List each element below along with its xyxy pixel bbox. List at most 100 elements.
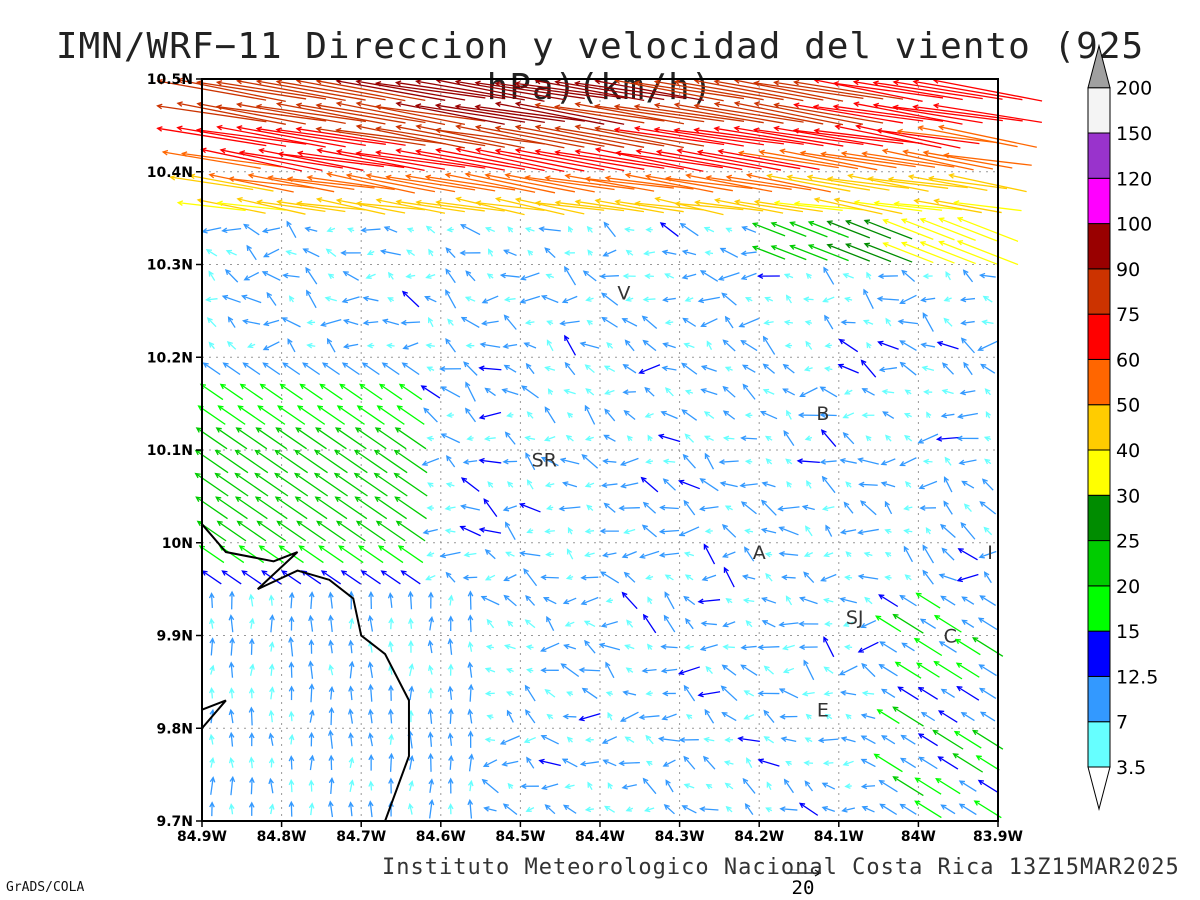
wind-arrow-shaft: [605, 662, 615, 679]
wind-arrow-shaft: [880, 803, 898, 816]
wind-arrow: [408, 663, 415, 677]
wind-arrow: [654, 196, 724, 216]
wind-arrow-shaft: [290, 756, 293, 770]
wind-arrow-head: [424, 295, 431, 302]
wind-arrow: [302, 362, 321, 376]
wind-arrow-head: [600, 622, 608, 628]
wind-arrow: [545, 504, 554, 511]
wind-arrow: [584, 639, 596, 654]
wind-arrow-shaft: [725, 316, 734, 329]
wind-arrow: [305, 266, 318, 285]
wind-arrow-head: [445, 247, 452, 254]
wind-arrow-head: [641, 524, 648, 531]
wind-arrow-head: [579, 341, 586, 348]
wind-arrow-head: [940, 688, 947, 695]
wind-arrow: [406, 227, 415, 233]
wind-arrow: [373, 449, 408, 474]
colorbar-label: 75: [1116, 304, 1140, 326]
wind-arrow: [194, 449, 229, 474]
wind-arrow-head: [664, 273, 671, 279]
wind-arrow-shaft: [786, 295, 792, 304]
wind-arrow: [546, 713, 554, 720]
wind-arrow: [920, 711, 936, 722]
wind-arrow-head: [824, 621, 831, 627]
wind-arrow: [721, 712, 737, 722]
wind-arrow-head: [872, 80, 879, 87]
wind-arrow-head: [786, 481, 792, 488]
wind-arrow-head: [333, 472, 341, 479]
wind-arrow: [674, 200, 744, 211]
wind-arrow-shaft: [742, 226, 757, 233]
wind-arrow: [746, 757, 753, 768]
wind-arrow-head: [302, 362, 309, 368]
wind-arrow-head: [959, 296, 967, 303]
wind-arrow-shaft: [900, 362, 917, 376]
wind-arrow-shaft: [230, 804, 234, 815]
wind-arrow: [733, 100, 844, 126]
wind-arrow: [618, 760, 640, 767]
wind-arrow-head: [933, 614, 941, 621]
wind-arrow: [242, 318, 261, 325]
wind-arrow-shaft: [893, 81, 1003, 100]
wind-arrow-head: [860, 758, 867, 764]
lon-tick-label: 84W: [901, 829, 936, 845]
wind-arrow-shaft: [449, 595, 453, 606]
wind-arrow-shaft: [741, 645, 757, 649]
wind-arrow-shaft: [742, 778, 756, 794]
wind-arrow-head: [896, 128, 903, 135]
wind-arrow-shaft: [655, 197, 724, 216]
wind-arrow-head: [941, 362, 948, 369]
wind-arrow-shaft: [595, 199, 664, 214]
wind-arrow: [340, 570, 361, 585]
wind-arrow: [861, 412, 875, 419]
wind-arrow-head: [958, 780, 966, 786]
wind-arrow: [287, 338, 296, 353]
wind-arrow-head: [892, 104, 899, 111]
wind-arrow: [593, 103, 705, 123]
wind-arrow-shaft: [962, 480, 975, 489]
wind-arrow-head: [601, 316, 608, 323]
wind-arrow-shaft: [698, 599, 721, 603]
wind-arrow-shaft: [918, 687, 939, 700]
wind-arrow: [268, 709, 275, 723]
wind-arrow-head: [255, 427, 262, 433]
wind-arrow-head: [208, 270, 214, 277]
wind-arrow: [961, 596, 975, 605]
wind-arrow: [733, 125, 844, 147]
wind-arrow: [979, 711, 996, 722]
wind-arrow: [681, 362, 698, 375]
wind-arrow-head: [624, 172, 632, 179]
wind-arrow-shaft: [862, 806, 875, 813]
wind-arrow: [248, 593, 255, 607]
wind-arrow: [481, 320, 499, 326]
wind-arrow-head: [209, 733, 215, 741]
wind-arrow-head: [304, 226, 311, 233]
wind-arrow-shaft: [206, 298, 218, 301]
wind-arrow-head: [309, 709, 315, 716]
wind-arrow: [328, 706, 335, 726]
wind-arrow: [359, 383, 383, 401]
wind-arrow-shaft: [681, 362, 698, 375]
wind-arrow-shaft: [282, 317, 301, 328]
wind-arrow: [256, 199, 326, 213]
wind-arrow-head: [753, 127, 760, 133]
wind-arrow: [294, 496, 328, 520]
wind-arrow-head: [505, 667, 513, 674]
wind-arrow: [566, 548, 574, 560]
wind-arrow-head: [683, 644, 691, 650]
lat-tick-label: 10.1N: [147, 443, 193, 459]
wind-arrow-head: [554, 125, 561, 132]
wind-arrow-head: [722, 621, 729, 628]
wind-arrow-head: [335, 127, 342, 134]
wind-arrow-head: [236, 520, 243, 527]
wind-arrow: [341, 362, 360, 376]
wind-arrow-shaft: [210, 665, 214, 675]
wind-arrow-head: [842, 413, 849, 419]
wind-arrow-head: [804, 320, 812, 326]
wind-arrow-head: [239, 383, 246, 390]
wind-arrow: [845, 551, 852, 558]
wind-arrow: [606, 342, 614, 349]
wind-arrow-head: [281, 570, 288, 576]
wind-arrow-shaft: [944, 457, 952, 466]
wind-arrow-shaft: [369, 801, 373, 818]
